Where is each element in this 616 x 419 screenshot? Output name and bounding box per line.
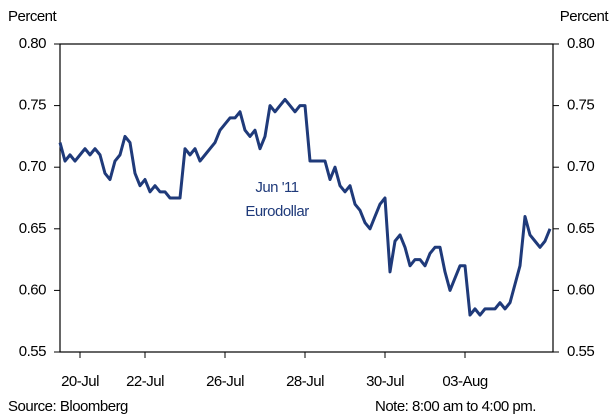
y2-tick-label: 0.70 [567,158,594,175]
line [58,97,552,317]
y-axis-label-right: Percent [560,8,610,25]
x-tick-label: 30-Jul [366,373,404,390]
x-tick-label: 28-Jul [286,373,324,390]
annotation: Eurodollar [245,203,309,220]
y-tick-label: 0.65 [19,220,46,237]
y-tick-label: 0.55 [19,343,46,360]
source: Source: Bloomberg [8,398,128,415]
y2-tick-label: 0.55 [567,343,594,360]
note: Note: 8:00 am to 4:00 pm. [375,398,536,415]
y-tick-label: 0.70 [19,158,46,175]
y-tick-label: 0.75 [19,97,46,114]
y-tick-label: 0.60 [19,281,46,298]
y-axis-label-left: Percent [8,8,58,25]
plot-frame [59,43,554,353]
y2-tick-label: 0.60 [567,281,594,298]
y2-tick-label: 0.65 [567,220,594,237]
annotation: Jun '11 [255,179,298,196]
y2-tick-label: 0.75 [567,97,594,114]
y-tick-label: 0.80 [19,35,46,52]
x-tick-label: 20-Jul [61,373,99,390]
x-tick-label: 22-Jul [126,373,164,390]
x-tick-label: 03-Aug [442,373,488,390]
x-tick-label: 26-Jul [206,373,244,390]
y2-tick-label: 0.80 [567,35,594,52]
